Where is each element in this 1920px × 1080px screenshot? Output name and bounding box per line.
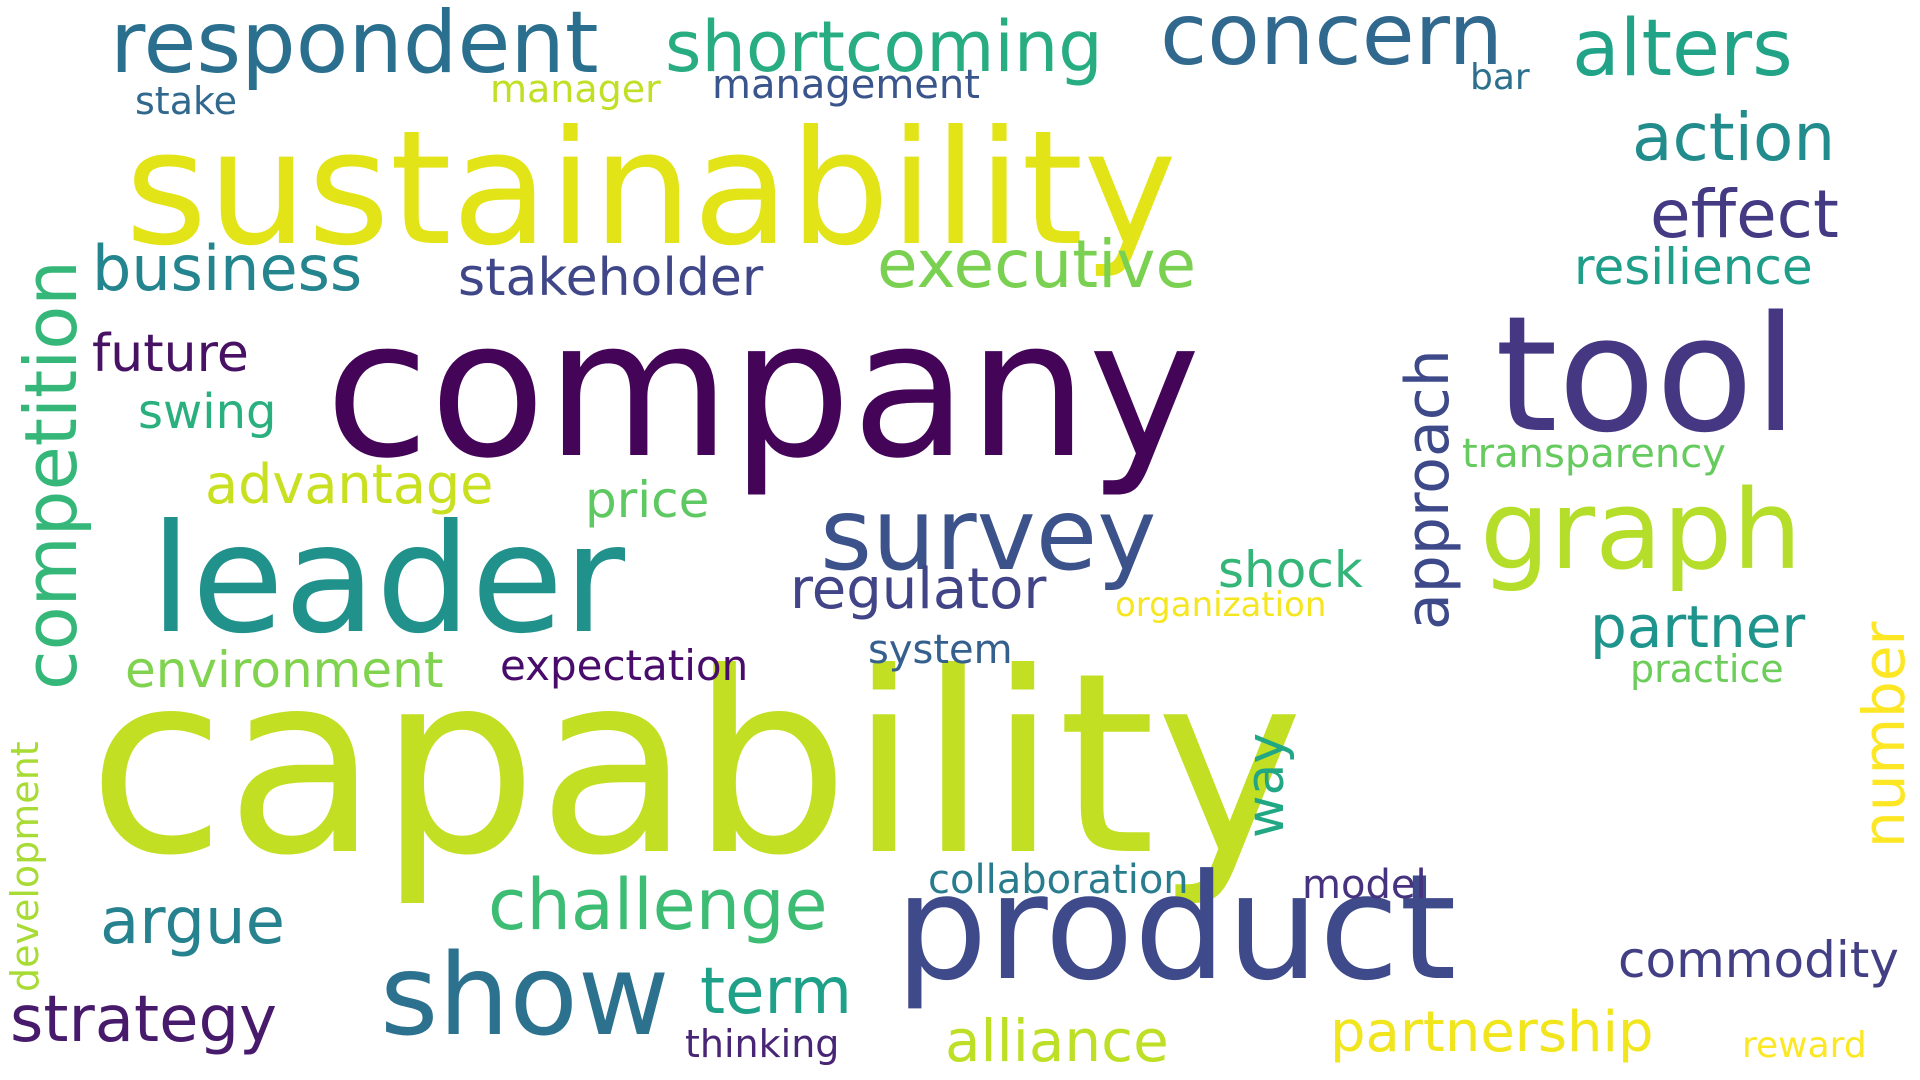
word-competition: competition xyxy=(9,260,93,690)
word-environment: environment xyxy=(125,641,444,699)
word-advantage: advantage xyxy=(205,453,494,516)
word-term: term xyxy=(700,955,852,1029)
word-transparency: transparency xyxy=(1462,431,1726,477)
word-development: development xyxy=(3,741,47,992)
word-price: price xyxy=(585,471,710,529)
word-executive: executive xyxy=(877,226,1197,303)
word-thinking: thinking xyxy=(685,1022,840,1066)
word-management: management xyxy=(712,62,980,108)
word-sustainability: sustainability xyxy=(125,97,1177,281)
word-resilience: resilience xyxy=(1574,238,1813,296)
word-company: company xyxy=(325,279,1201,500)
word-alliance: alliance xyxy=(945,1007,1169,1075)
word-product: product xyxy=(895,843,1457,1013)
word-business: business xyxy=(92,232,363,305)
word-respondent: respondent xyxy=(110,0,599,93)
word-graph: graph xyxy=(1480,466,1802,594)
word-shock: shock xyxy=(1218,541,1363,599)
word-shortcoming: shortcoming xyxy=(665,6,1103,88)
word-survey: survey xyxy=(820,476,1157,593)
word-model: model xyxy=(1302,862,1427,908)
word-bar: bar xyxy=(1470,57,1530,98)
word-capability: capability xyxy=(88,619,1304,910)
word-partner: partner xyxy=(1590,593,1806,661)
word-tool: tool xyxy=(1495,281,1798,468)
word-organization: organization xyxy=(1115,585,1327,625)
word-strategy: strategy xyxy=(10,983,277,1057)
word-commodity: commodity xyxy=(1618,931,1899,989)
word-practice: practice xyxy=(1630,647,1784,691)
word-stakeholder: stakeholder xyxy=(458,248,764,308)
word-system: system xyxy=(868,627,1013,673)
word-challenge: challenge xyxy=(488,864,828,946)
word-approach: approach xyxy=(1393,349,1463,630)
word-show: show xyxy=(380,931,670,1061)
word-reward: reward xyxy=(1742,1025,1867,1066)
word-alters: alters xyxy=(1572,4,1793,94)
word-swing: swing xyxy=(138,384,277,440)
word-stake: stake xyxy=(135,79,238,123)
word-future: future xyxy=(92,324,249,384)
word-regulator: regulator xyxy=(790,557,1047,622)
word-way: way xyxy=(1236,732,1296,838)
word-effect: effect xyxy=(1650,176,1839,253)
word-expectation: expectation xyxy=(500,641,749,690)
word-argue: argue xyxy=(100,885,285,959)
word-manager: manager xyxy=(490,67,661,111)
word-partnership: partnership xyxy=(1330,1000,1654,1065)
word-action: action xyxy=(1632,99,1836,176)
word-concern: concern xyxy=(1160,0,1503,85)
word-collaboration: collaboration xyxy=(928,857,1189,903)
word-leader: leader xyxy=(150,493,626,667)
word-number: number xyxy=(1850,621,1918,848)
